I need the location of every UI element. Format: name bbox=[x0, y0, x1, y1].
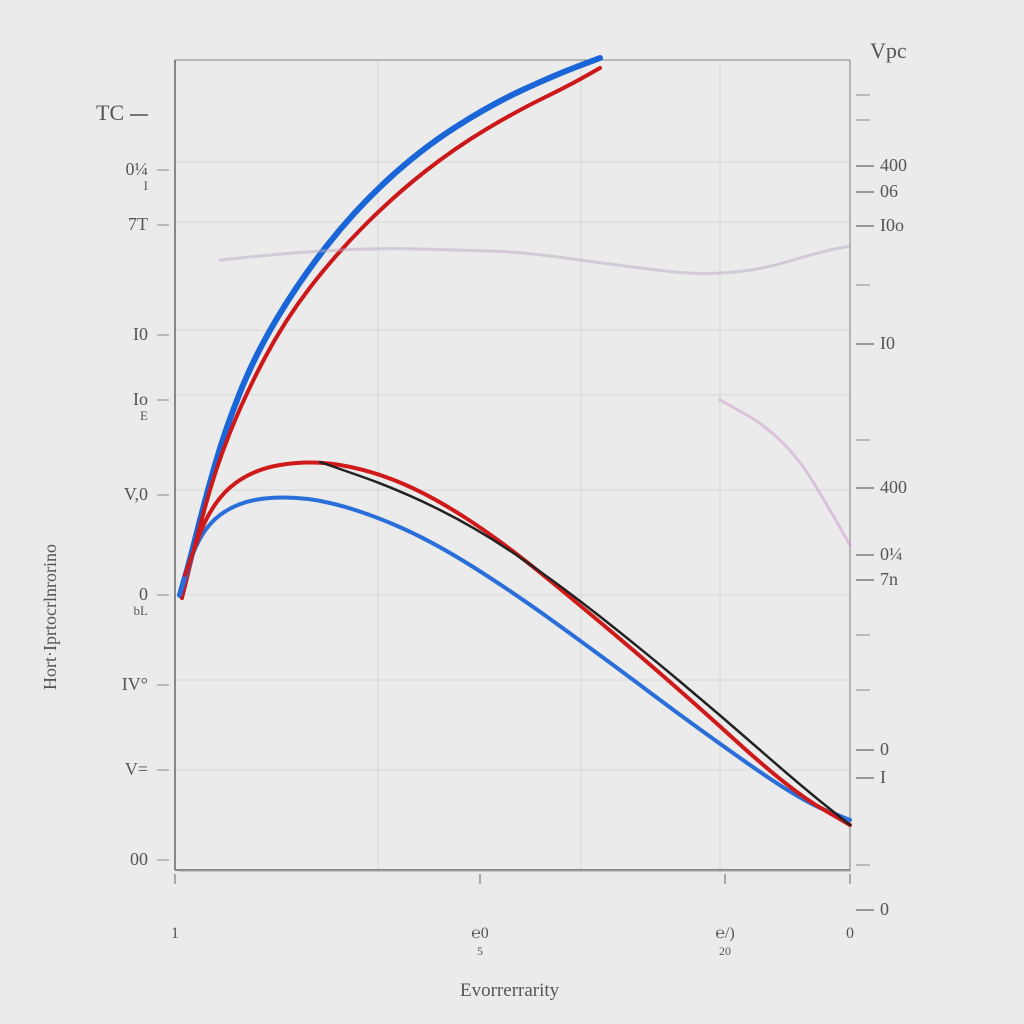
right-tick-0: 400 bbox=[880, 155, 907, 176]
right-tick-4: 400 bbox=[880, 477, 907, 498]
right-tick-6: 7n bbox=[880, 569, 898, 590]
left-tick-4: V,0 bbox=[88, 484, 148, 505]
left-tick-5: 0bL bbox=[88, 584, 148, 619]
series-blue-rising bbox=[180, 58, 600, 595]
chart-svg bbox=[0, 0, 1024, 1024]
right-tick-5: 0¼ bbox=[880, 544, 903, 565]
left-tick-1: 7T bbox=[88, 214, 148, 235]
right-tick-7: 0 bbox=[880, 739, 889, 760]
bottom-tick-2: ℮/)20 bbox=[715, 925, 734, 959]
left-tick-7: V= bbox=[88, 759, 148, 780]
left-tick-2: I0 bbox=[88, 324, 148, 345]
right-tick-3: I0 bbox=[880, 333, 895, 354]
series-faint-wave-right bbox=[720, 400, 850, 545]
left-tick-8: 00 bbox=[88, 849, 148, 870]
right-axis-top-label: Vpc bbox=[870, 38, 907, 64]
chart-container: TC Vpc Hort·Iprtocrlnrorino Evorrerrarit… bbox=[0, 0, 1024, 1024]
right-tick-2: I0o bbox=[880, 215, 904, 236]
bottom-tick-3: 0 bbox=[846, 925, 854, 943]
series-blue-hump bbox=[180, 498, 850, 820]
left-tick-3: IoE bbox=[88, 389, 148, 424]
bottom-tick-1: ℮05 bbox=[471, 925, 489, 959]
left-axis-top-label: TC bbox=[96, 100, 148, 126]
right-tick-1: 06 bbox=[880, 181, 898, 202]
left-tick-0: 0¼I bbox=[88, 159, 148, 194]
right-tick-8: I bbox=[880, 767, 886, 788]
bottom-tick-0: 1 bbox=[171, 925, 179, 943]
series-red-rising bbox=[182, 68, 600, 598]
right-tick-9: 0 bbox=[880, 899, 889, 920]
left-tick-6: IV° bbox=[88, 674, 148, 695]
left-axis-title: Hort·Iprtocrlnrorino bbox=[40, 544, 61, 690]
bottom-axis-title: Evorrerrarity bbox=[460, 980, 559, 1002]
series-red-hump bbox=[185, 463, 850, 826]
